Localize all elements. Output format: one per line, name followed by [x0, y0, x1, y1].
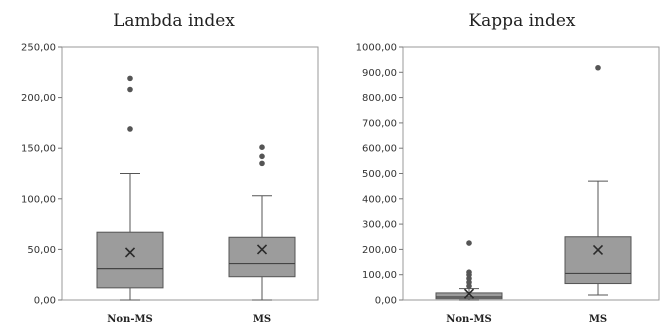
- y-tick-label: 0,00: [375, 296, 397, 307]
- y-tick-label: 100,00: [362, 270, 397, 281]
- x-category-label: MS: [589, 314, 607, 325]
- box-ms: [564, 64, 632, 296]
- x-axis: Non-MS MS: [107, 314, 271, 325]
- outlier-point: [259, 144, 265, 150]
- iqr-box: [96, 231, 164, 289]
- x-category-label: Non-MS: [446, 314, 492, 325]
- y-tick-label: 700,00: [362, 118, 397, 129]
- iqr-box: [564, 236, 632, 285]
- y-tick-label: 150,00: [21, 144, 56, 155]
- y-axis: 0,00 100,00 200,00 300,00 400,00 500,00 600,00…: [356, 43, 403, 307]
- y-tick-label: 300,00: [362, 220, 397, 231]
- y-tick-label: 250,00: [21, 43, 56, 54]
- outlier-point: [259, 160, 265, 167]
- y-tick-label: 1000,00: [356, 43, 397, 54]
- chart-title: Kappa index: [468, 11, 575, 31]
- mean-marker: [592, 244, 604, 255]
- outlier-point: [259, 153, 265, 160]
- x-category-label: MS: [253, 314, 271, 325]
- y-tick-label: 200,00: [21, 93, 56, 104]
- lambda-index-panel: Lambda index 0,00 50,00 100,00 150,00 200,00…: [21, 11, 319, 325]
- y-tick-label: 50,00: [27, 245, 56, 256]
- box-non-ms: [435, 240, 503, 301]
- outlier-point: [466, 269, 472, 275]
- mean-marker: [124, 247, 136, 258]
- outlier-point: [466, 240, 472, 246]
- plot-area: [61, 46, 319, 301]
- chart-title: Lambda index: [113, 11, 235, 31]
- y-tick-label: 100,00: [21, 194, 56, 205]
- kappa-index-panel: Kappa index 0,00 100,00 200,00 300,00 400,00…: [356, 11, 660, 325]
- outlier-point: [595, 64, 601, 71]
- x-category-label: Non-MS: [107, 314, 153, 325]
- mean-marker: [256, 244, 268, 255]
- y-axis: 0,00 50,00 100,00 150,00 200,00 250,00: [21, 43, 62, 307]
- y-tick-label: 800,00: [362, 93, 397, 104]
- mean-marker: [463, 288, 475, 299]
- y-tick-label: 500,00: [362, 169, 397, 180]
- box-marks: [96, 75, 296, 301]
- box-ms: [228, 144, 296, 301]
- x-axis: Non-MS MS: [446, 314, 607, 325]
- y-tick-label: 400,00: [362, 194, 397, 205]
- outlier-point: [127, 75, 133, 82]
- y-tick-label: 0,00: [34, 296, 56, 307]
- box-marks: [435, 64, 632, 301]
- outlier-point: [127, 86, 133, 93]
- outlier-point: [127, 126, 133, 132]
- y-tick-label: 200,00: [362, 245, 397, 256]
- box-non-ms: [96, 75, 164, 301]
- y-tick-label: 600,00: [362, 144, 397, 155]
- iqr-box: [228, 236, 296, 278]
- y-tick-label: 900,00: [362, 68, 397, 79]
